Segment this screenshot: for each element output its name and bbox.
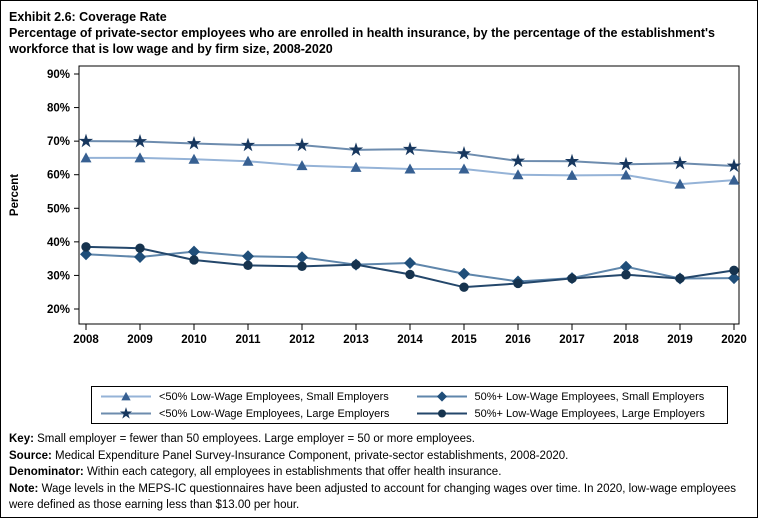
legend-label: 50%+ Low-Wage Employees, Small Employers xyxy=(474,390,705,403)
x-tick-label: 2020 xyxy=(721,334,747,346)
triangle-marker-icon xyxy=(188,153,200,164)
circle-marker-icon xyxy=(729,265,739,276)
star-marker-icon xyxy=(78,133,94,148)
circle-marker-icon xyxy=(135,243,145,253)
circle-marker-icon xyxy=(459,282,469,292)
denominator-note: Denominator: Within each category, all e… xyxy=(9,466,502,478)
triangle-marker-icon xyxy=(80,152,92,163)
x-tick-label: 2019 xyxy=(667,334,693,346)
star-marker-icon xyxy=(240,137,256,152)
circle-marker-icon xyxy=(437,409,446,418)
y-tick-label: 60% xyxy=(47,170,70,182)
circle-marker-icon xyxy=(243,260,253,271)
circle-marker-icon xyxy=(513,278,523,289)
triangle-marker-icon xyxy=(566,169,578,180)
triangle-marker-icon xyxy=(620,169,632,180)
legend-entry-lt50-small: <50% Low-Wage Employees, Small Employers xyxy=(94,389,410,404)
triangle-marker-icon xyxy=(512,169,524,180)
star-marker-icon xyxy=(186,135,202,150)
diamond-marker-icon xyxy=(620,260,632,273)
circle-marker-icon xyxy=(567,273,577,284)
x-tick-label: 2014 xyxy=(397,334,423,346)
x-tick-label: 2009 xyxy=(127,334,153,346)
y-tick-label: 50% xyxy=(47,203,70,215)
chart-legend: <50% Low-Wage Employees, Small Employers… xyxy=(91,386,728,424)
title-block: Exhibit 2.6: Coverage Rate Percentage of… xyxy=(9,9,745,57)
x-tick-label: 2013 xyxy=(343,334,369,346)
circle-marker-icon xyxy=(416,409,467,418)
legend-label: 50%+ Low-Wage Employees, Large Employers xyxy=(474,407,705,420)
y-tick-label: 70% xyxy=(47,136,70,148)
star-marker-icon xyxy=(456,146,472,160)
wage-note: Note: Wage levels in the MEPS-IC questio… xyxy=(9,482,737,512)
legend-entry-50plus-large: 50%+ Low-Wage Employees, Large Employers xyxy=(410,406,726,421)
circle-marker-icon xyxy=(675,273,685,284)
triangle-marker-icon xyxy=(134,152,146,163)
circle-marker-icon xyxy=(405,269,415,280)
circle-marker-icon xyxy=(621,270,631,280)
triangle-marker-icon xyxy=(121,391,131,401)
triangle-marker-icon xyxy=(404,163,416,174)
star-marker-icon xyxy=(672,155,688,170)
diamond-marker-icon xyxy=(436,391,447,402)
legend-label: <50% Low-Wage Employees, Small Employers xyxy=(159,390,389,403)
diamond-marker-icon xyxy=(416,391,467,402)
exhibit-subtitle: Percentage of private-sector employees w… xyxy=(9,26,715,56)
star-marker-icon xyxy=(132,133,148,148)
diamond-marker-icon xyxy=(242,250,254,263)
triangle-marker-icon xyxy=(350,161,362,172)
diamond-marker-icon xyxy=(134,250,146,263)
key-note: Key: Small employer = fewer than 50 empl… xyxy=(9,433,475,445)
x-tick-label: 2018 xyxy=(613,334,639,346)
star-marker-icon xyxy=(510,153,526,168)
exhibit-title: Exhibit 2.6: Coverage Rate xyxy=(9,10,167,24)
diamond-marker-icon xyxy=(458,267,470,280)
x-tick-label: 2016 xyxy=(505,334,531,346)
star-marker-icon xyxy=(348,142,364,156)
legend-label: <50% Low-Wage Employees, Large Employers xyxy=(159,407,390,420)
footer-notes: Key: Small employer = fewer than 50 empl… xyxy=(9,431,753,514)
source-note: Source: Medical Expenditure Panel Survey… xyxy=(9,449,569,462)
x-tick-label: 2010 xyxy=(181,334,207,346)
y-axis-title: Percent xyxy=(9,174,21,216)
x-tick-label: 2012 xyxy=(289,334,315,346)
triangle-marker-icon xyxy=(674,178,686,189)
diamond-marker-icon xyxy=(296,251,308,264)
triangle-marker-icon xyxy=(296,160,308,171)
circle-marker-icon xyxy=(81,242,91,252)
circle-marker-icon xyxy=(297,261,307,272)
x-tick-label: 2015 xyxy=(451,334,477,346)
triangle-marker-icon xyxy=(458,163,470,174)
star-marker-icon xyxy=(618,156,634,171)
star-marker-icon xyxy=(564,153,580,168)
y-tick-label: 90% xyxy=(47,69,70,81)
star-marker-icon xyxy=(402,141,418,156)
circle-marker-icon xyxy=(351,259,361,270)
legend-entry-lt50-large: <50% Low-Wage Employees, Large Employers xyxy=(94,406,410,421)
triangle-marker-icon xyxy=(242,155,254,166)
diamond-marker-icon xyxy=(188,245,200,258)
legend-entry-50plus-small: 50%+ Low-Wage Employees, Small Employers xyxy=(410,389,726,404)
y-tick-label: 20% xyxy=(47,304,70,316)
star-marker-icon xyxy=(294,137,310,152)
triangle-marker-icon xyxy=(101,391,151,401)
x-tick-label: 2011 xyxy=(236,334,262,346)
x-tick-label: 2008 xyxy=(73,334,99,346)
plot-frame xyxy=(78,65,740,325)
star-marker-icon xyxy=(726,158,742,173)
star-marker-icon xyxy=(119,407,133,419)
triangle-marker-icon xyxy=(728,174,740,185)
circle-marker-icon xyxy=(189,255,199,265)
line-chart: Percent 90% 80% 70% 60% 50% 40% 30% 20% 2008 2009 2… xyxy=(9,65,747,346)
x-tick-label: 2017 xyxy=(559,334,585,346)
diamond-marker-icon xyxy=(728,272,740,285)
y-tick-label: 80% xyxy=(47,103,70,115)
y-tick-label: 30% xyxy=(47,270,70,282)
diamond-marker-icon xyxy=(80,248,92,261)
diamond-marker-icon xyxy=(404,256,416,269)
y-tick-label: 40% xyxy=(47,237,70,249)
star-marker-icon xyxy=(101,407,151,419)
